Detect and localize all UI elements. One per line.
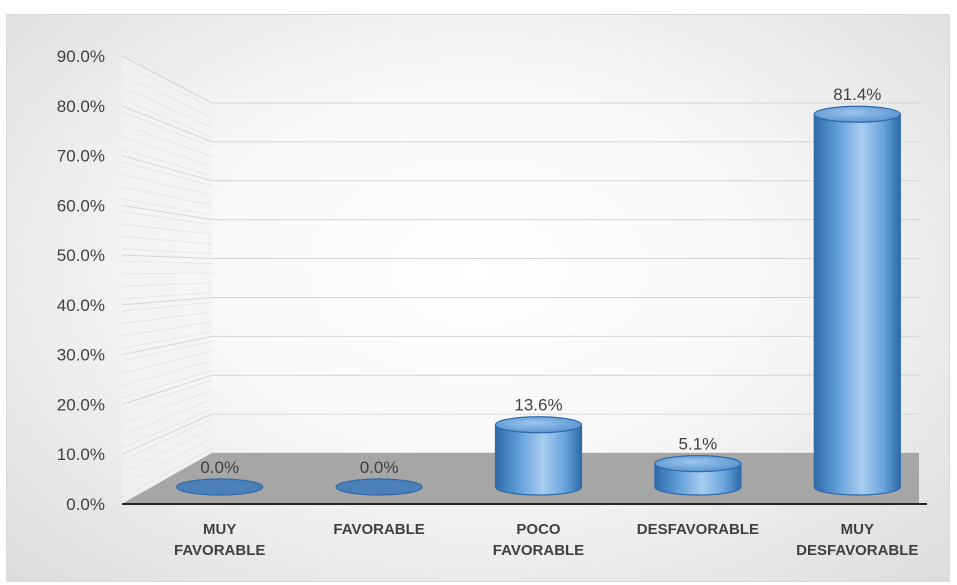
gridline-side	[121, 413, 213, 455]
gridline-side-minor	[121, 340, 213, 362]
gridline-side-minor	[121, 235, 213, 245]
y-tick-label: 40.0%	[57, 296, 105, 315]
gridline-side-minor	[121, 99, 213, 138]
gridline-side-minor	[121, 399, 213, 437]
gridline-side-minor	[121, 74, 213, 119]
y-tick-label: 0.0%	[66, 495, 105, 514]
data-label: 0.0%	[360, 458, 399, 477]
y-axis: 0.0% 10.0% 20.0% 30.0% 40.0% 50.0% 60.0% 70.0% 8…	[57, 47, 105, 514]
gridline-side-minor	[121, 198, 213, 216]
gridline-side-minor	[121, 260, 213, 264]
category-label: MUY FAVORABLE	[174, 521, 265, 559]
category-label: POCO FAVORABLE	[493, 521, 584, 559]
gridline-side-minor	[121, 272, 213, 275]
data-label: 0.0%	[200, 458, 239, 477]
gridlines	[121, 55, 919, 505]
y-tick-label: 50.0%	[57, 246, 105, 265]
bar-top	[335, 478, 423, 496]
gridline-side-minor	[121, 148, 213, 177]
gridline-side-minor	[121, 161, 213, 187]
gridline-side-minor	[121, 186, 213, 206]
category-label: FAVORABLE	[333, 521, 424, 538]
data-label: 13.6%	[514, 396, 562, 415]
bar	[176, 478, 264, 496]
bar-top	[176, 478, 264, 496]
gridline-side-minor	[121, 301, 213, 312]
y-tick-label: 30.0%	[57, 346, 105, 365]
category-label: DESFAVORABLE	[637, 521, 759, 538]
y-tick-label: 90.0%	[57, 47, 105, 66]
gridline-side	[121, 254, 213, 260]
gridline-side-minor	[121, 248, 213, 255]
gridline-side-minor	[121, 437, 213, 486]
gridline-side-minor	[121, 379, 213, 412]
x-axis: MUY FAVORABLE FAVORABLE POCO FAVORABLE DESFAV…	[174, 521, 918, 559]
y-tick-label: 10.0%	[57, 445, 105, 464]
data-label: 81.4%	[833, 85, 881, 104]
bar-chart: 0.0% 10.0% 20.0% 30.0% 40.0% 50.0% 60.0% 70.0% 8…	[57, 47, 927, 559]
gridline-side	[121, 55, 213, 104]
side-wall	[122, 56, 212, 504]
y-tick-label: 70.0%	[57, 147, 105, 166]
bar	[494, 416, 583, 496]
y-tick-label: 80.0%	[57, 97, 105, 116]
bar	[813, 105, 901, 496]
bar	[335, 478, 423, 496]
gridline-side-minor	[121, 311, 213, 325]
gridline-side-minor	[121, 389, 213, 424]
bar-body	[494, 424, 583, 496]
bar-top	[813, 105, 901, 123]
gridline-side-minor	[121, 136, 213, 167]
bar	[654, 455, 742, 496]
gridline-side-minor	[121, 111, 213, 148]
data-label: 5.1%	[679, 435, 718, 454]
gridline-side-minor	[121, 292, 213, 300]
bars	[176, 105, 901, 496]
gridline-side-minor	[121, 350, 213, 374]
gridline-side-minor	[121, 418, 213, 461]
gridline-side-minor	[121, 282, 213, 287]
gridline-side	[121, 374, 213, 405]
chart-frame: 0.0% 10.0% 20.0% 30.0% 40.0% 50.0% 60.0% 70.0% 8…	[6, 14, 950, 582]
chart-walls	[122, 56, 212, 504]
gridline-side-minor	[121, 211, 213, 226]
bar-body	[813, 113, 901, 496]
gridline-side	[121, 296, 213, 306]
gridline-side	[121, 335, 213, 356]
bar-top	[494, 416, 583, 434]
gridline-side-minor	[121, 61, 213, 109]
bar-top	[654, 455, 742, 473]
gridline-side-minor	[121, 360, 213, 387]
gridline-side-minor	[121, 428, 213, 474]
gridline-side-minor	[121, 369, 213, 399]
gridline-side-minor	[121, 123, 213, 157]
bar-body	[654, 463, 742, 496]
gridline-side-minor	[121, 330, 213, 349]
gridline-side	[121, 204, 213, 221]
gridline-side-minor	[121, 173, 213, 196]
category-label: MUY DESFAVORABLE	[796, 521, 918, 559]
gridline-side-minor	[121, 447, 213, 499]
gridline-side-minor	[121, 86, 213, 128]
gridline-side-minor	[121, 408, 213, 449]
y-tick-label: 60.0%	[57, 196, 105, 215]
gridline-side-minor	[121, 223, 213, 235]
gridline-side-minor	[121, 321, 213, 337]
gridline-side	[121, 155, 213, 182]
data-labels: 0.0% 0.0% 13.6% 5.1% 81.4%	[200, 85, 881, 477]
gridline-side	[121, 105, 213, 143]
y-tick-label: 20.0%	[57, 395, 105, 414]
